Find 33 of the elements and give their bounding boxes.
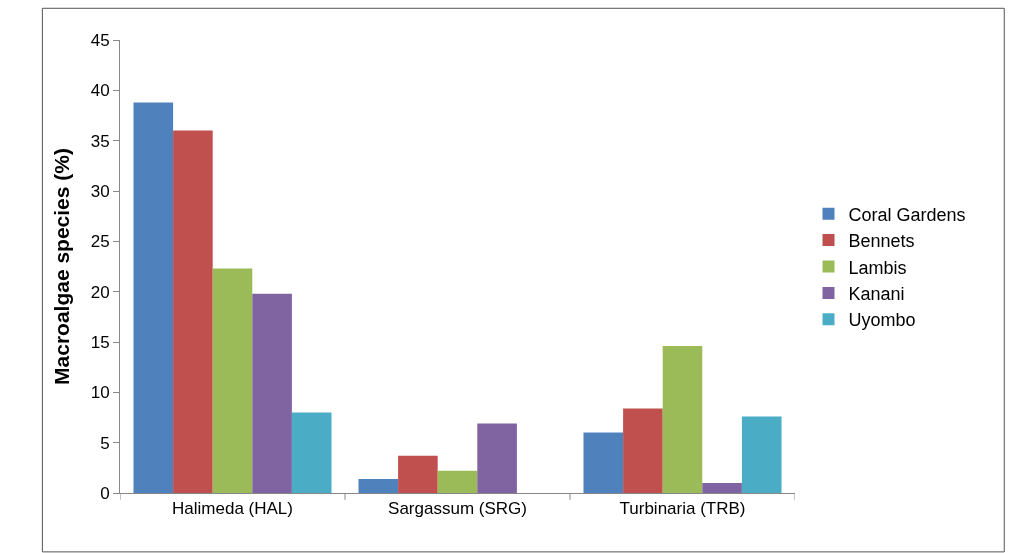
y-tick-label: 40	[90, 81, 110, 101]
bar	[477, 423, 517, 493]
legend-label: Lambis	[848, 257, 907, 278]
bar	[702, 482, 742, 493]
y-tick-label: 0	[100, 483, 110, 503]
legend-label: Bennets	[848, 231, 915, 252]
x-tick-label: Turbinaria (TRB)	[619, 499, 746, 519]
bar	[437, 470, 478, 493]
legend-label: Kanani	[848, 283, 905, 304]
y-tick-label: 45	[90, 30, 110, 50]
y-tick-label: 20	[90, 282, 110, 302]
bar	[291, 412, 332, 493]
bar	[662, 346, 703, 493]
y-tick-label: 10	[90, 383, 110, 403]
x-tick-label: Halimeda (HAL)	[172, 499, 293, 519]
x-tick-label: Sargassum (SRG)	[388, 499, 527, 519]
bar	[212, 268, 253, 493]
bar	[398, 455, 438, 493]
bar	[623, 408, 663, 493]
bar	[133, 102, 174, 493]
y-tick-label: 25	[90, 232, 110, 252]
legend-label: Uyombo	[848, 310, 916, 331]
bar	[358, 478, 399, 493]
y-tick-label: 30	[90, 181, 110, 201]
bar	[583, 432, 624, 493]
y-tick-label: 5	[100, 433, 110, 453]
legend-label: Coral Gardens	[848, 204, 966, 225]
y-tick-label: 35	[90, 131, 110, 151]
y-axis-title: Macroalgae species (%)	[49, 148, 73, 385]
y-tick-label: 15	[90, 332, 110, 352]
bar	[173, 130, 213, 493]
bar	[741, 416, 782, 493]
bar	[252, 293, 292, 493]
